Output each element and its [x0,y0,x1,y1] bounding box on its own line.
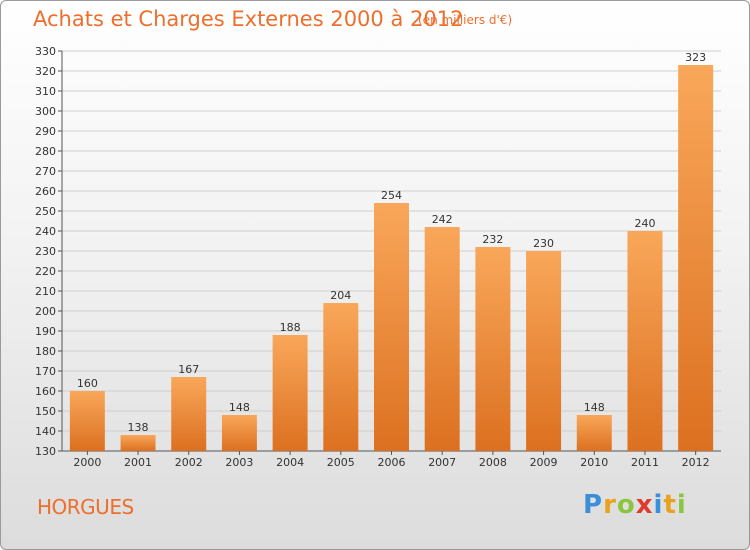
bar-2009[interactable] [526,251,562,451]
y-tick-label: 190 [35,325,56,338]
data-label: 323 [685,51,706,64]
y-tick-label: 290 [35,125,56,138]
logo-letter: o [616,490,636,520]
logo-letter: i [676,490,687,520]
bar-2000[interactable] [69,391,105,451]
y-tick-label: 270 [35,165,56,178]
x-tick-label: 2003 [225,456,253,469]
x-tick-label: 2002 [175,456,203,469]
chart-title: Achats et Charges Externes 2000 à 2012 [33,7,464,31]
bar-2008[interactable] [475,247,511,451]
x-tick-label: 2011 [631,456,659,469]
bar-2006[interactable] [374,203,409,451]
data-label: 204 [330,289,351,302]
logo-letter: P [583,490,604,520]
bar-2002[interactable] [171,377,207,451]
x-tick-label: 2008 [479,456,507,469]
data-label: 242 [432,213,453,226]
x-tick-label: 2012 [682,456,710,469]
y-tick-label: 130 [35,445,56,458]
chart-subtitle: (en milliers d'€) [418,13,513,27]
x-tick-label: 2000 [73,456,101,469]
data-label: 254 [381,189,402,202]
y-tick-label: 140 [35,425,56,438]
data-label: 160 [77,377,98,390]
y-tick-label: 260 [35,185,56,198]
logo-letter: x [635,490,654,520]
x-tick-label: 2004 [276,456,304,469]
bar-2001[interactable] [120,435,156,451]
y-tick-label: 150 [35,405,56,418]
x-tick-label: 2001 [124,456,152,469]
data-labels: 160 138 167 148 188 204 254 242 232 230 148 240 323 [77,51,706,434]
y-tick-labels: 130 140 150 160 170 180 190 200 210 220 230 240 250 2… [35,45,56,458]
logo-letter: i [653,490,664,520]
y-tick-label: 320 [35,65,56,78]
x-tick-labels: 2000 2001 2002 2003 2004 2005 2006 2007 2008 2009… [73,456,709,469]
data-label: 148 [229,401,250,414]
data-label: 240 [634,217,655,230]
y-tick-label: 180 [35,345,56,358]
y-tick-label: 300 [35,105,56,118]
y-tick-label: 230 [35,245,56,258]
bar-2007[interactable] [424,227,460,451]
data-label: 167 [178,363,199,376]
y-tick-label: 210 [35,285,56,298]
data-label: 148 [584,401,605,414]
y-tick-label: 240 [35,225,56,238]
data-label: 232 [482,233,503,246]
y-tick-label: 200 [35,305,56,318]
y-tick-label: 280 [35,145,56,158]
y-tick-label: 160 [35,385,56,398]
data-label: 230 [533,237,554,250]
data-label: 138 [128,421,149,434]
x-tick-label: 2005 [327,456,355,469]
y-tick-label: 220 [35,265,56,278]
logo-letter: t [663,490,677,520]
bar-2005[interactable] [323,303,359,451]
bar-2012[interactable] [678,65,714,451]
x-tick-label: 2006 [378,456,406,469]
x-tick-label: 2007 [428,456,456,469]
y-tick-label: 330 [35,45,56,58]
bar-2011[interactable] [627,231,663,451]
bar-2010[interactable] [576,415,612,451]
x-tick-label: 2009 [530,456,558,469]
y-tick-label: 310 [35,85,56,98]
y-tick-label: 250 [35,205,56,218]
data-label: 188 [280,321,301,334]
commune-name: HORGUES [37,495,134,519]
proxiti-logo[interactable]: Proxiti [583,490,687,520]
logo-letter: r [603,490,617,520]
y-tick-label: 170 [35,365,56,378]
bars [69,65,714,451]
bar-2004[interactable] [272,335,308,451]
x-tick-label: 2010 [580,456,608,469]
bar-2003[interactable] [221,415,257,451]
